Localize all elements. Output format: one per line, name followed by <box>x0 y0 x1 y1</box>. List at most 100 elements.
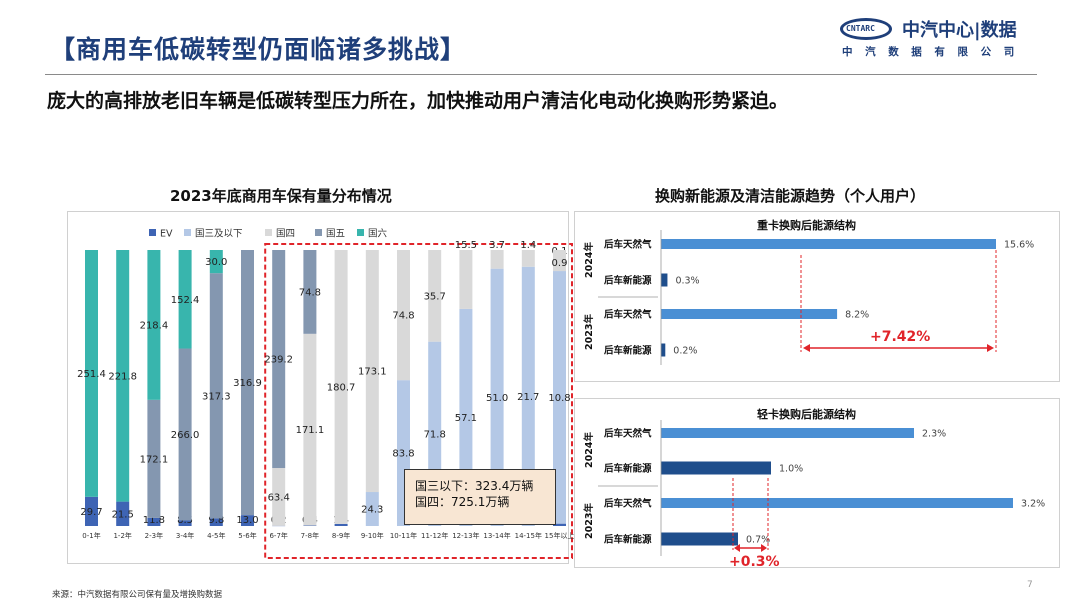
data-label: 57.1 <box>455 413 477 424</box>
legend-label: 国四 <box>276 229 295 240</box>
data-label: 152.4 <box>171 295 200 306</box>
data-label: 3.7 <box>489 240 505 251</box>
data-label: 316.9 <box>233 378 262 389</box>
note-line-2: 国四：725.1万辆 <box>415 495 510 509</box>
bar-segment <box>459 250 473 309</box>
x-tick-label: 0-1年 <box>82 531 100 540</box>
bar-segment <box>303 250 317 334</box>
data-label: 171.1 <box>296 425 325 436</box>
x-tick-label: 5-6年 <box>238 531 256 540</box>
bar-segment <box>272 250 286 469</box>
data-label: 10.8 <box>548 393 570 404</box>
bar-segment <box>241 515 254 526</box>
bar-segment <box>241 250 254 516</box>
legend-swatch <box>184 229 191 236</box>
data-label: 218.4 <box>140 320 169 331</box>
bar-segment <box>365 250 379 493</box>
left-chart-title: 2023年底商用车保有量分布情况 <box>170 187 392 205</box>
value-label: 15.6% <box>1004 240 1034 251</box>
legend-swatch <box>357 229 364 236</box>
bar-segment <box>521 250 535 267</box>
x-tick-label: 12-13年 <box>452 531 479 540</box>
diff-arrow-head-left <box>734 544 740 552</box>
data-label: 1.4 <box>520 240 536 251</box>
x-tick-label: 15年以上 <box>545 531 575 540</box>
bar-segment <box>85 496 98 526</box>
category-label: 后车天然气 <box>604 498 652 510</box>
data-label: 239.2 <box>264 355 293 366</box>
right-chart-title: 换购新能源及清洁能源趋势（个人用户） <box>655 187 926 205</box>
category-label: 后车天然气 <box>604 428 652 440</box>
data-label: 13.0 <box>236 515 258 526</box>
data-label: 180.7 <box>327 382 356 393</box>
hbar <box>661 532 738 546</box>
diff-arrow-head-left <box>803 344 810 352</box>
data-label: 74.8 <box>392 311 414 322</box>
value-label: 3.2% <box>1021 499 1045 510</box>
x-tick-label: 7-8年 <box>301 531 319 540</box>
diff-annotation: +0.3% <box>729 554 780 570</box>
bar-segment <box>334 250 348 524</box>
left-chart-panel <box>67 211 569 564</box>
hbar <box>661 498 1013 508</box>
bar-segment <box>490 268 504 526</box>
bar-segment <box>116 250 130 502</box>
data-label: 63.4 <box>268 492 290 503</box>
category-label: 后车天然气 <box>604 239 652 251</box>
diff-arrow-head-right <box>761 544 767 552</box>
light-truck-panel <box>574 398 1060 568</box>
data-label: 29.7 <box>80 507 102 518</box>
bar-segment <box>303 333 317 526</box>
hbar <box>661 273 668 287</box>
heavy-truck-panel <box>574 211 1060 382</box>
x-tick-label: 6-7年 <box>269 531 287 540</box>
data-label: 221.8 <box>108 371 137 382</box>
x-tick-label: 10-11年 <box>390 531 417 540</box>
legend-label: EV <box>160 229 173 240</box>
value-label: 0.7% <box>746 535 770 546</box>
logo-company-name: 中汽数据有限公司 <box>842 46 1027 58</box>
data-label: 173.1 <box>358 367 387 378</box>
value-label: 2.3% <box>922 429 946 440</box>
legend-swatch <box>149 229 156 236</box>
page-number: 7 <box>1027 580 1033 590</box>
hbar <box>661 239 996 249</box>
year-label: 2023年 <box>583 503 595 539</box>
data-label: 172.1 <box>140 454 169 465</box>
data-label: 11.8 <box>143 515 165 526</box>
logo-ring-icon <box>840 18 892 40</box>
data-label: 35.7 <box>424 291 446 302</box>
data-label: 74.8 <box>299 287 321 298</box>
hbar <box>661 461 771 475</box>
year-label: 2023年 <box>583 314 595 350</box>
category-label: 后车新能源 <box>604 463 652 475</box>
bar-segment <box>147 399 161 518</box>
bar-segment <box>365 492 379 526</box>
heavy-truck-title: 重卡换购后能源结构 <box>757 219 856 232</box>
value-label: 0.2% <box>673 346 697 357</box>
bar-segment <box>209 250 223 274</box>
x-tick-label: 11-12年 <box>421 531 448 540</box>
data-label: 71.8 <box>424 429 446 440</box>
bar-segment <box>116 501 130 526</box>
bar-segment <box>397 250 410 381</box>
bar-segment <box>490 250 504 269</box>
data-label: 15.5 <box>455 240 477 251</box>
x-tick-label: 14-15年 <box>515 531 542 540</box>
data-label: 51.0 <box>486 393 508 404</box>
data-label: 24.3 <box>361 505 383 516</box>
logo-name: 中汽中心|数据 <box>902 20 1017 41</box>
source-note: 来源：中汽数据有限公司保有量及增换购数据 <box>52 590 223 600</box>
data-label: 251.4 <box>77 369 106 380</box>
data-label: 21.7 <box>517 392 539 403</box>
bar-segment <box>334 523 348 526</box>
legend-label: 国五 <box>326 229 345 240</box>
data-label: 30.0 <box>205 257 227 268</box>
x-tick-label: 3-4年 <box>176 531 194 540</box>
data-label: 9.8 <box>208 515 224 526</box>
year-label: 2024年 <box>583 432 595 468</box>
bar-segment <box>553 250 566 272</box>
bar-segment <box>521 266 535 526</box>
page-subtitle: 庞大的高排放老旧车辆是低碳转型压力所在，加快推动用户清洁化电动化换购形势紧迫。 <box>47 90 789 112</box>
